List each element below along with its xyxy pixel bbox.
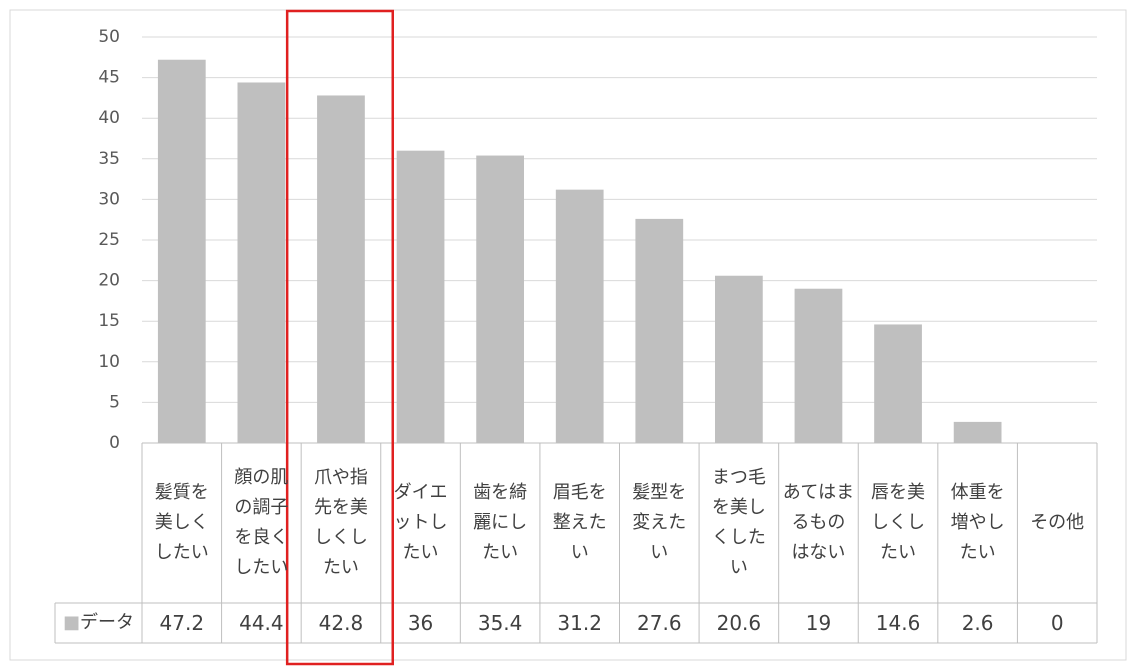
- data-label: 20.6: [716, 611, 762, 635]
- y-tick-label: 25: [98, 230, 120, 250]
- bar: [476, 155, 524, 443]
- data-label: 36: [407, 611, 434, 635]
- y-tick-label: 45: [98, 68, 120, 88]
- data-label: 42.8: [318, 611, 364, 635]
- y-tick-label: 40: [98, 108, 120, 128]
- data-label: 35.4: [477, 611, 523, 635]
- x-tick-label: 髪型を変えたい: [632, 482, 687, 563]
- bar: [874, 324, 922, 443]
- x-tick-label: 眉毛を整えたい: [552, 482, 607, 563]
- bar: [953, 421, 1002, 443]
- x-tick-label: 顔の肌の調子を良くしたい: [234, 467, 289, 578]
- highlight: [285, 9, 394, 666]
- bar: [794, 288, 843, 443]
- x-tick-label: 歯を綺麗にしたい: [473, 482, 528, 563]
- y-tick-label: 10: [98, 352, 120, 372]
- x-tick-label: その他: [1030, 512, 1085, 533]
- x-tick-label: 髪質を美しくしたい: [154, 482, 209, 563]
- bar: [157, 59, 206, 444]
- data-label: 31.2: [557, 611, 602, 635]
- data-label: 44.4: [239, 611, 284, 635]
- bar: [396, 150, 445, 443]
- y-tick-label: 15: [98, 311, 120, 331]
- bar: [635, 218, 684, 443]
- bar: [317, 95, 365, 444]
- bar: [715, 275, 763, 443]
- data-label: 2.6: [961, 611, 994, 635]
- y-tick-label: 20: [98, 271, 120, 291]
- bar: [555, 189, 604, 443]
- data-label: 19: [805, 611, 832, 635]
- legend-swatch: ■: [62, 612, 80, 633]
- x-tick-label: あてはまるものはない: [782, 482, 855, 563]
- legend: ■データ: [55, 603, 142, 643]
- y-tick-label: 30: [98, 189, 120, 209]
- x-tick-label: 爪や指先を美しくしたい: [313, 467, 368, 578]
- bar: [237, 82, 286, 444]
- legend-label: データ: [80, 612, 134, 633]
- y-tick-label: 50: [98, 27, 120, 47]
- y-tick-label: 0: [109, 433, 120, 453]
- x-tick-label: ダイエットしたい: [393, 482, 448, 563]
- y-tick-label: 5: [109, 392, 120, 412]
- data-label: 27.6: [637, 611, 682, 635]
- x-tick-label: 唇を美しくしたい: [871, 482, 926, 563]
- x-tick-label: まつ毛を美しくしたい: [711, 467, 766, 578]
- y-tick-label: 35: [98, 149, 120, 169]
- data-label: 47.2: [159, 611, 205, 635]
- x-tick-label: 体重を増やしたい: [950, 482, 1005, 563]
- frame: [9, 9, 1127, 661]
- data-label: 14.6: [875, 611, 921, 635]
- data-label: 0: [1050, 611, 1064, 635]
